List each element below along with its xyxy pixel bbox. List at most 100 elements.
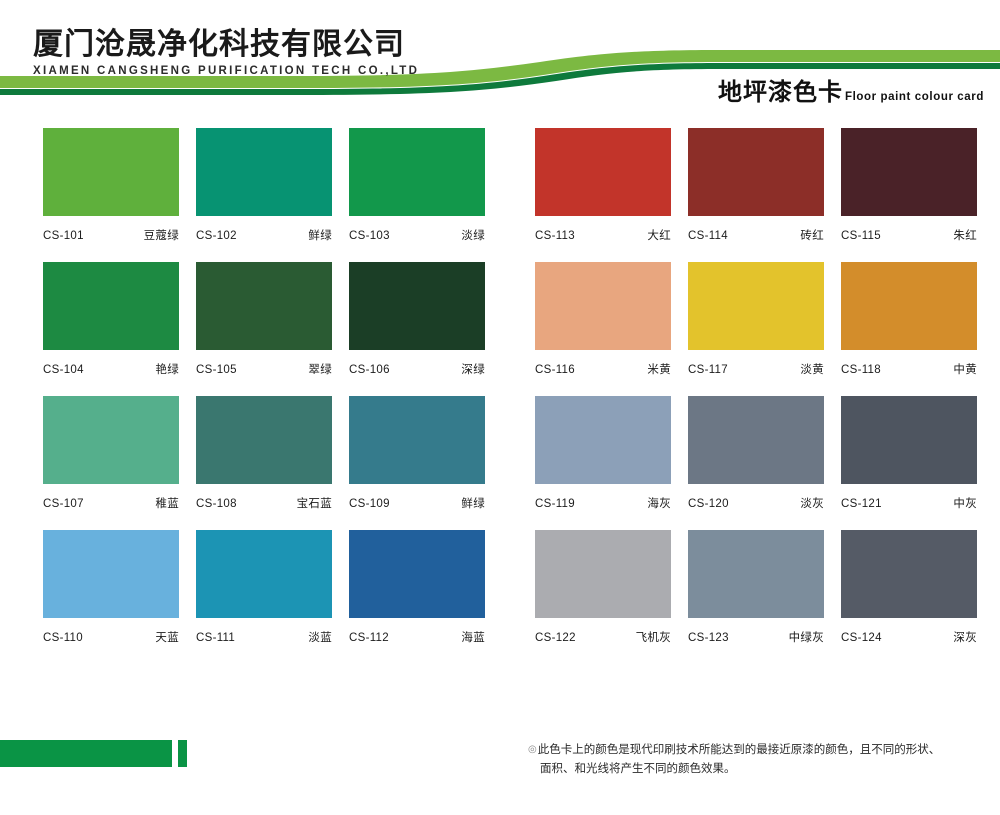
swatch-code: CS-121 xyxy=(841,498,882,510)
colour-chip[interactable] xyxy=(43,262,179,350)
colour-chip[interactable] xyxy=(688,262,824,350)
swatch-label: CS-119 海灰 xyxy=(535,495,671,511)
swatch-row: CS-119 海灰 CS-120 淡灰 CS-121 中灰 xyxy=(535,396,977,511)
colour-chip[interactable] xyxy=(688,396,824,484)
swatch-code: CS-123 xyxy=(688,632,729,644)
swatch-label: CS-120 淡灰 xyxy=(688,495,824,511)
colour-chip[interactable] xyxy=(43,530,179,618)
colour-chip[interactable] xyxy=(196,396,332,484)
swatch-code: CS-117 xyxy=(688,364,728,376)
swatch-code: CS-108 xyxy=(196,498,237,510)
colour-chip[interactable] xyxy=(688,530,824,618)
colour-chip[interactable] xyxy=(349,396,485,484)
page-title-en: Floor paint colour card xyxy=(844,91,984,103)
note-bullet-icon: ◎ xyxy=(528,744,537,755)
header-wave-decoration xyxy=(0,50,1000,95)
colour-chip[interactable] xyxy=(841,128,977,216)
colour-chip[interactable] xyxy=(349,128,485,216)
colour-chip[interactable] xyxy=(43,396,179,484)
swatch-cell[interactable]: CS-114 砖红 xyxy=(688,128,824,243)
wave-dark-green-stripe xyxy=(0,63,1000,95)
swatch-name: 天蓝 xyxy=(155,630,179,644)
colour-chip[interactable] xyxy=(196,530,332,618)
swatch-code: CS-105 xyxy=(196,364,237,376)
swatch-code: CS-113 xyxy=(535,230,575,242)
swatch-cell[interactable]: CS-112 海蓝 xyxy=(349,530,485,645)
swatch-group-right: CS-113 大红 CS-114 砖红 CS-115 朱红 xyxy=(535,128,977,664)
swatch-cell[interactable]: CS-111 淡蓝 xyxy=(196,530,332,645)
footer-green-bar xyxy=(0,740,172,767)
swatch-cell[interactable]: CS-110 天蓝 xyxy=(43,530,179,645)
swatch-label: CS-111 淡蓝 xyxy=(196,629,332,645)
swatch-cell[interactable]: CS-107 稚蓝 xyxy=(43,396,179,511)
swatch-name: 鲜绿 xyxy=(308,228,332,242)
colour-chip[interactable] xyxy=(196,262,332,350)
swatch-cell[interactable]: CS-113 大红 xyxy=(535,128,671,243)
note-line-2: 面积、和光线将产生不同的颜色效果。 xyxy=(540,761,736,775)
swatch-cell[interactable]: CS-122 飞机灰 xyxy=(535,530,671,645)
swatch-name: 中灰 xyxy=(953,496,977,510)
colour-chip[interactable] xyxy=(841,262,977,350)
swatch-cell[interactable]: CS-124 深灰 xyxy=(841,530,977,645)
swatch-cell[interactable]: CS-106 深绿 xyxy=(349,262,485,377)
swatch-cell[interactable]: CS-103 淡绿 xyxy=(349,128,485,243)
note-line-1: 此色卡上的颜色是现代印刷技术所能达到的最接近原漆的颜色，且不同的形状、 xyxy=(537,742,941,756)
colour-swatch-grid: CS-101 豆蔻绿 CS-102 鲜绿 CS-103 淡绿 xyxy=(0,128,1000,718)
colour-chip[interactable] xyxy=(43,128,179,216)
colour-chip[interactable] xyxy=(535,396,671,484)
colour-chip[interactable] xyxy=(535,530,671,618)
swatch-row: CS-107 稚蓝 CS-108 宝石蓝 CS-109 鲜绿 xyxy=(43,396,485,511)
swatch-label: CS-121 中灰 xyxy=(841,495,977,511)
swatch-cell[interactable]: CS-105 翠绿 xyxy=(196,262,332,377)
swatch-name: 深绿 xyxy=(461,362,485,376)
swatch-code: CS-122 xyxy=(535,632,576,644)
colour-chip[interactable] xyxy=(841,396,977,484)
swatch-cell[interactable]: CS-119 海灰 xyxy=(535,396,671,511)
swatch-label: CS-109 鲜绿 xyxy=(349,495,485,511)
swatch-code: CS-101 xyxy=(43,230,84,242)
swatch-cell[interactable]: CS-121 中灰 xyxy=(841,396,977,511)
swatch-code: CS-115 xyxy=(841,230,881,242)
swatch-name: 朱红 xyxy=(953,228,977,242)
swatch-cell[interactable]: CS-115 朱红 xyxy=(841,128,977,243)
swatch-name: 海蓝 xyxy=(461,630,485,644)
swatch-code: CS-120 xyxy=(688,498,729,510)
swatch-name: 宝石蓝 xyxy=(296,496,332,510)
colour-chip[interactable] xyxy=(196,128,332,216)
colour-chip[interactable] xyxy=(349,262,485,350)
swatch-cell[interactable]: CS-101 豆蔻绿 xyxy=(43,128,179,243)
swatch-cell[interactable]: CS-108 宝石蓝 xyxy=(196,396,332,511)
swatch-code: CS-104 xyxy=(43,364,84,376)
swatch-label: CS-122 飞机灰 xyxy=(535,629,671,645)
swatch-label: CS-124 深灰 xyxy=(841,629,977,645)
swatch-label: CS-113 大红 xyxy=(535,227,671,243)
swatch-row: CS-122 飞机灰 CS-123 中绿灰 CS-124 深灰 xyxy=(535,530,977,645)
swatch-code: CS-111 xyxy=(196,632,236,644)
colour-chip[interactable] xyxy=(841,530,977,618)
swatch-cell[interactable]: CS-109 鲜绿 xyxy=(349,396,485,511)
page-title: 地坪漆色卡 Floor paint colour card xyxy=(718,72,984,107)
swatch-row: CS-116 米黄 CS-117 淡黄 CS-118 中黄 xyxy=(535,262,977,377)
swatch-name: 鲜绿 xyxy=(461,496,485,510)
swatch-row: CS-101 豆蔻绿 CS-102 鲜绿 CS-103 淡绿 xyxy=(43,128,485,243)
swatch-cell[interactable]: CS-120 淡灰 xyxy=(688,396,824,511)
swatch-cell[interactable]: CS-102 鲜绿 xyxy=(196,128,332,243)
swatch-name: 淡蓝 xyxy=(308,630,332,644)
colour-chip[interactable] xyxy=(688,128,824,216)
swatch-cell[interactable]: CS-116 米黄 xyxy=(535,262,671,377)
swatch-label: CS-105 翠绿 xyxy=(196,361,332,377)
company-name-en: XIAMEN CANGSHENG PURIFICATION TECH CO.,L… xyxy=(33,65,420,77)
swatch-name: 淡灰 xyxy=(800,496,824,510)
swatch-name: 翠绿 xyxy=(308,362,332,376)
swatch-cell[interactable]: CS-118 中黄 xyxy=(841,262,977,377)
swatch-name: 深灰 xyxy=(953,630,977,644)
wave-light-green-stripe xyxy=(0,50,1000,88)
swatch-cell[interactable]: CS-104 艳绿 xyxy=(43,262,179,377)
swatch-cell[interactable]: CS-123 中绿灰 xyxy=(688,530,824,645)
colour-chip[interactable] xyxy=(535,128,671,216)
swatch-cell[interactable]: CS-117 淡黄 xyxy=(688,262,824,377)
swatch-row: CS-104 艳绿 CS-105 翠绿 CS-106 深绿 xyxy=(43,262,485,377)
colour-chip[interactable] xyxy=(349,530,485,618)
colour-chip[interactable] xyxy=(535,262,671,350)
